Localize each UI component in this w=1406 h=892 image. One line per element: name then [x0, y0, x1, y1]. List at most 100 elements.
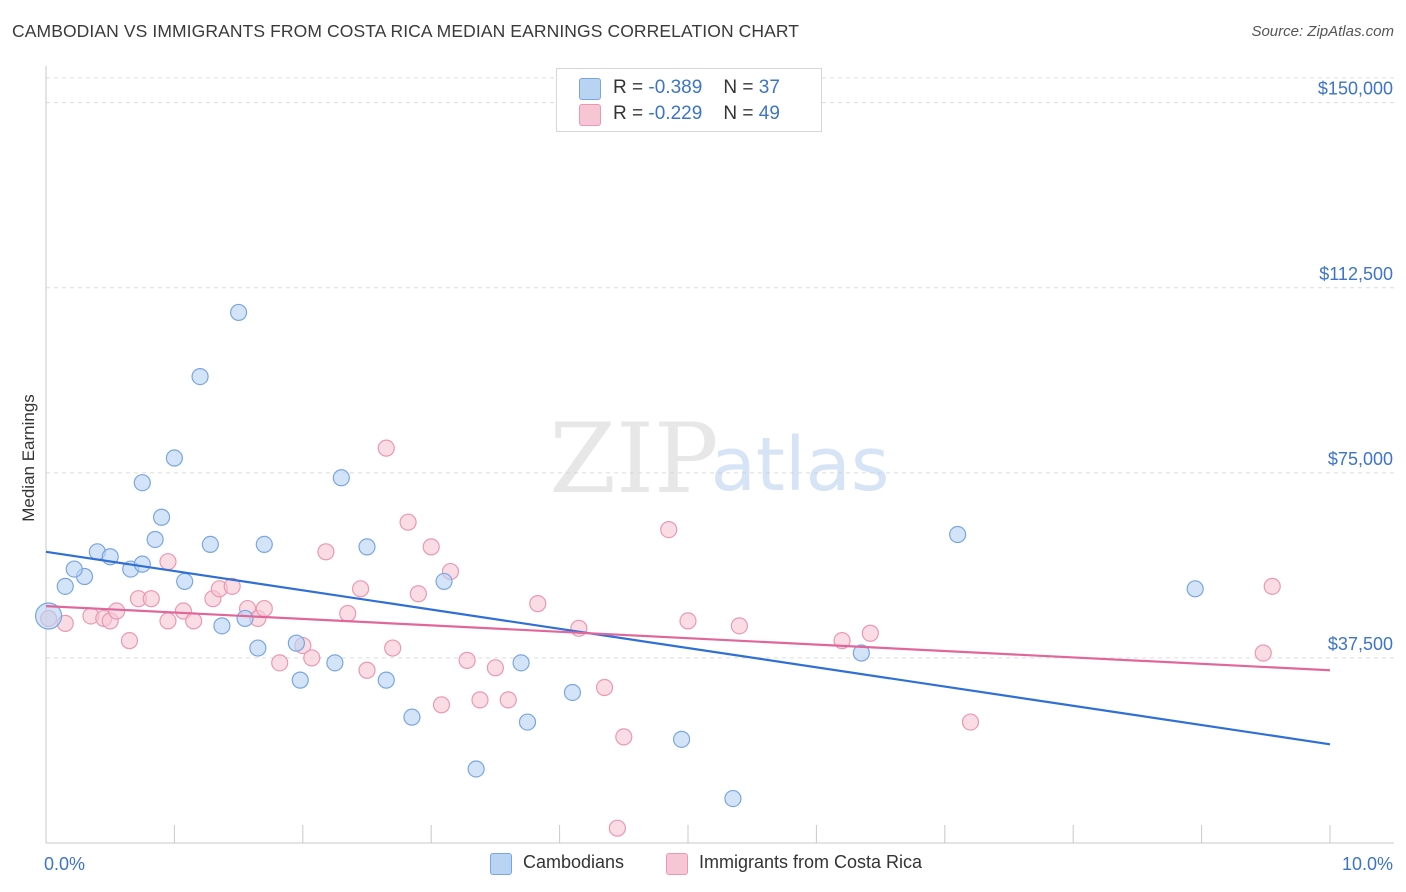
costa-rica-point	[730, 617, 748, 635]
cambodian-point	[176, 572, 194, 591]
trend-lines	[45, 550, 1331, 746]
costa-rica-point	[608, 819, 626, 837]
legend-n-value: 49	[758, 103, 780, 124]
chart-title: CAMBODIAN VS IMMIGRANTS FROM COSTA RICA …	[12, 21, 800, 41]
cambodian-point	[326, 654, 344, 672]
source-note: Source: ZipAtlas.com	[1251, 23, 1394, 40]
costa-rica-point	[339, 604, 357, 623]
costa-rica-point	[961, 713, 980, 731]
cambodians-trend-line	[45, 550, 1331, 746]
cambodian-point	[146, 530, 164, 549]
y-axis-label: Median Earnings	[19, 394, 38, 522]
costa-rica-point	[660, 520, 678, 539]
costa-rica-point	[120, 632, 139, 650]
bottom-legend-swatch-costa-rica	[666, 853, 688, 875]
cambodian-point	[65, 560, 83, 578]
cambodian-point	[287, 634, 305, 652]
bottom-legend-label-costa-rica: Immigrants from Costa Rica	[699, 852, 923, 872]
costa-rica-point	[458, 651, 476, 669]
costa-rica-point	[679, 612, 697, 630]
costa-rica-point	[409, 585, 427, 603]
cambodian-point	[377, 671, 395, 689]
costa-rica-point	[595, 678, 614, 697]
cambodian-point	[332, 469, 350, 487]
axes	[45, 66, 1394, 844]
costa-rica-point	[377, 439, 395, 457]
costa-rica-point	[159, 612, 177, 630]
cambodian-point	[191, 367, 209, 386]
legend-r-value: -0.229	[648, 103, 703, 124]
cambodian-point	[34, 602, 63, 630]
costa-rica-point	[108, 602, 126, 620]
costa-rica-point	[499, 691, 517, 709]
y-tick-label: $75,000	[1328, 449, 1393, 469]
cambodian-point	[255, 535, 273, 554]
y-tick-label: $37,500	[1328, 634, 1393, 654]
watermark: ZIP atlas	[549, 403, 889, 515]
costa-rica-point	[351, 580, 370, 598]
cambodian-point	[467, 760, 485, 778]
cambodian-point	[672, 730, 691, 748]
cambodian-point	[512, 654, 530, 672]
legend-r-value: -0.389	[648, 77, 703, 98]
costa-rica-point	[303, 649, 321, 667]
cambodian-point	[403, 708, 421, 726]
series-cambodians-points	[34, 303, 1204, 808]
cambodian-point	[563, 683, 582, 702]
y-tick-label: $150,000	[1318, 79, 1393, 99]
costa-rica-point	[471, 691, 489, 709]
bottom-legend-swatch-cambodians	[490, 853, 512, 875]
legend-n-label: N =	[723, 103, 754, 124]
cambodian-point	[724, 789, 742, 808]
cambodian-point	[435, 572, 453, 591]
cambodian-point	[1186, 580, 1204, 598]
costa-rica-trend-line	[45, 604, 1331, 672]
costa-rica-point	[159, 553, 177, 571]
cambodian-point	[236, 609, 254, 628]
x-tick-label: 0.0%	[44, 854, 85, 874]
costa-rica-point	[861, 624, 879, 642]
cambodian-point	[133, 555, 151, 573]
costa-rica-point	[1254, 644, 1272, 662]
watermark-zip: ZIP	[549, 403, 718, 515]
costa-rica-point	[615, 728, 633, 746]
costa-rica-point	[223, 577, 241, 595]
costa-rica-point	[384, 639, 402, 657]
cambodian-point	[518, 713, 537, 731]
cambodian-point	[133, 474, 151, 492]
costa-rica-point	[422, 538, 440, 556]
costa-rica-point	[142, 590, 160, 608]
cambodian-point	[291, 671, 309, 689]
legend-n-value: 37	[758, 77, 780, 98]
cambodian-point	[152, 508, 171, 526]
cambodian-point	[949, 525, 967, 544]
costa-rica-point	[185, 612, 203, 630]
cambodian-point	[358, 538, 376, 556]
watermark-atlas: atlas	[711, 422, 890, 508]
cambodian-point	[230, 303, 248, 322]
costa-rica-point	[399, 513, 417, 531]
legend-r-label: R =	[613, 77, 644, 98]
costa-rica-point	[1263, 577, 1281, 595]
cambodian-point	[852, 644, 870, 662]
gridlines	[46, 77, 1394, 659]
y-tick-label: $112,500	[1319, 264, 1393, 284]
cambodian-point	[165, 449, 183, 467]
legend-r-label: R =	[613, 103, 644, 124]
legend-n-label: N =	[723, 77, 754, 98]
costa-rica-point	[317, 543, 335, 561]
bottom-legend-label-cambodians: Cambodians	[523, 852, 625, 872]
tick-labels: $37,500 $75,000 $112,500 $150,000 0.0% 10.0%	[44, 79, 1393, 874]
cambodian-point	[213, 617, 231, 635]
cambodian-point	[56, 577, 74, 595]
legend-swatch-costa-rica	[579, 104, 601, 126]
stats-legend: R = -0.389 N = 37 R = -0.229 N = 49	[556, 68, 822, 132]
costa-rica-point	[432, 696, 451, 714]
legend-swatch-cambodians	[579, 78, 601, 100]
costa-rica-point	[529, 595, 547, 613]
x-tick-label: 10.0%	[1342, 854, 1393, 874]
costa-rica-point	[271, 654, 289, 672]
costa-rica-point	[255, 599, 273, 618]
costa-rica-point	[358, 661, 376, 679]
